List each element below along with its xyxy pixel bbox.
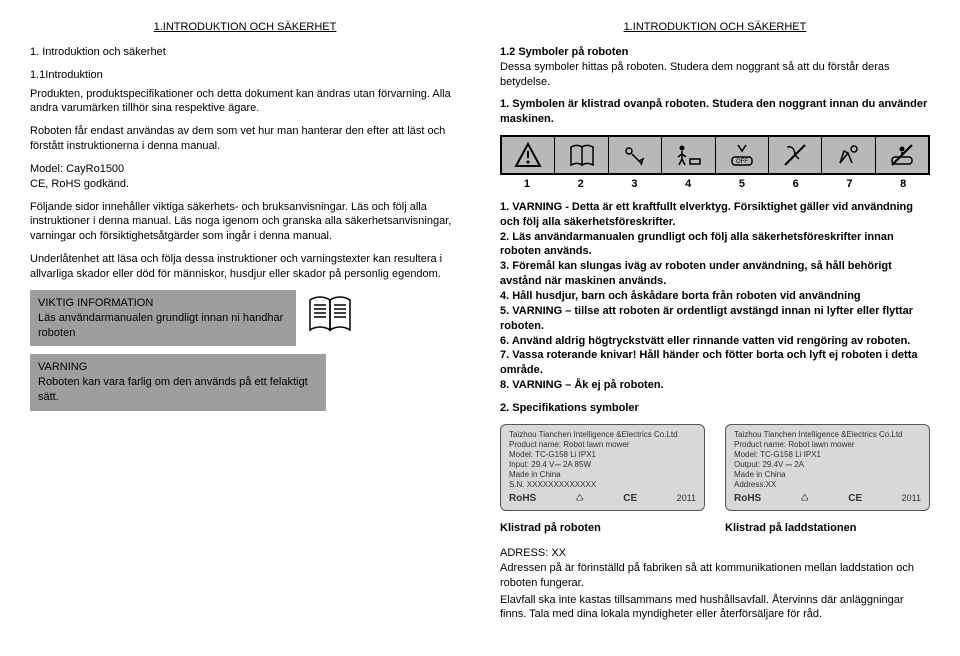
warning-4: 4. Håll husdjur, barn och åskådare borta…	[500, 289, 930, 304]
caption-charger: Klistrad på laddstationen	[725, 521, 930, 536]
warning-notice-body: Roboten kan vara farlig om den används p…	[38, 375, 318, 405]
left-column: 1.INTRODUKTION OCH SÄKERHET 1. Introdukt…	[30, 20, 460, 630]
label1-line2: Product name: Robot lawn mower	[509, 440, 696, 450]
num-2: 2	[554, 177, 608, 192]
num-5: 5	[715, 177, 769, 192]
important-notice-box: VIKTIG INFORMATION Läs användarmanualen …	[30, 290, 296, 347]
label1-year: 2011	[677, 493, 696, 504]
important-notice-row: VIKTIG INFORMATION Läs användarmanualen …	[30, 290, 460, 347]
right-column: 1.INTRODUKTION OCH SÄKERHET 1.2 Symboler…	[500, 20, 930, 630]
warning-1: 1. VARNING - Detta är ett kraftfullt elv…	[500, 200, 930, 230]
left-sub2: 1.1Introduktion	[30, 68, 460, 83]
page-columns: 1.INTRODUKTION OCH SÄKERHET 1. Introdukt…	[30, 20, 930, 630]
weee-icon: ♺	[801, 493, 809, 504]
left-model: Model: CayRo1500	[30, 162, 460, 177]
symbol-2-manual-icon	[555, 137, 608, 173]
symbol-1-warning-icon	[502, 137, 555, 173]
left-cert: CE, RoHS godkänd.	[30, 177, 460, 192]
symbol-4-distance-icon	[662, 137, 715, 173]
symbol-strip: OFF	[500, 135, 930, 175]
right-p1: Dessa symboler hittas på roboten. Studer…	[500, 60, 930, 90]
label2-year: 2011	[902, 493, 921, 504]
caption-robot: Klistrad på roboten	[500, 521, 705, 536]
symbol-3-thrown-object-icon	[609, 137, 662, 173]
right-p2: 1. Symbolen är klistrad ovanpå roboten. …	[500, 97, 930, 127]
svg-text:OFF: OFF	[736, 159, 748, 165]
spec-heading: 2. Specifikations symboler	[500, 401, 930, 416]
warning-7: 7. Vassa roterande knivar! Håll händer o…	[500, 348, 930, 378]
label2-line2: Product name: Robot lawn mower	[734, 440, 921, 450]
label1-line4: Input: 29.4 V⎓ 2A 85W	[509, 460, 696, 470]
symbol-6-nowater-icon	[769, 137, 822, 173]
left-p2: Roboten får endast användas av dem som v…	[30, 124, 460, 154]
address-heading: ADRESS: XX	[500, 546, 930, 561]
label1-rohs: RoHS	[509, 493, 536, 506]
label2-line6: Address:XX	[734, 480, 921, 490]
right-main-heading: 1.INTRODUKTION OCH SÄKERHET	[500, 20, 930, 35]
important-notice-title: VIKTIG INFORMATION	[38, 296, 288, 311]
left-p4: Följande sidor innehåller viktiga säkerh…	[30, 200, 460, 245]
address-p2: Elavfall ska inte kastas tillsammans med…	[500, 593, 930, 623]
warning-8: 8. VARNING – Åk ej på roboten.	[500, 378, 930, 393]
charger-label: Taizhou Tianchen Intelligence &Electrics…	[725, 424, 930, 512]
warning-notice-box: VARNING Roboten kan vara farlig om den a…	[30, 354, 326, 411]
num-3: 3	[608, 177, 662, 192]
num-4: 4	[661, 177, 715, 192]
label-captions: Klistrad på roboten Klistrad på laddstat…	[500, 521, 930, 536]
left-p5: Underlåtenhet att läsa och följa dessa i…	[30, 252, 460, 282]
label2-ce: CE	[848, 493, 862, 506]
left-main-heading: 1.INTRODUKTION OCH SÄKERHET	[30, 20, 460, 35]
spec-labels-row: Taizhou Tianchen Intelligence &Electrics…	[500, 424, 930, 512]
label1-ce: CE	[623, 493, 637, 506]
num-1: 1	[500, 177, 554, 192]
warning-3: 3. Föremål kan slungas iväg av roboten u…	[500, 259, 930, 289]
manual-book-icon	[306, 290, 354, 343]
num-7: 7	[823, 177, 877, 192]
num-8: 8	[876, 177, 930, 192]
right-sub1: 1.2 Symboler på roboten	[500, 45, 930, 60]
label1-line6: S.N. XXXXXXXXXXXXX	[509, 480, 696, 490]
label1-line3: Model: TC-G158 Li IPX1	[509, 450, 696, 460]
symbol-5-poweroff-icon: OFF	[716, 137, 769, 173]
left-p1: Produkten, produktspecifikationer och de…	[30, 87, 460, 117]
weee-icon: ♺	[576, 493, 584, 504]
important-notice-body: Läs användarmanualen grundligt innan ni …	[38, 311, 288, 341]
label2-line4: Output: 29.4V ⎓ 2A	[734, 460, 921, 470]
symbol-numbers: 1 2 3 4 5 6 7 8	[500, 177, 930, 192]
symbol-7-blade-icon	[822, 137, 875, 173]
label2-rohs: RoHS	[734, 493, 761, 506]
warning-2: 2. Läs användarmanualen grundligt och fö…	[500, 230, 930, 260]
warning-5: 5. VARNING – tillse att roboten är orden…	[500, 304, 930, 334]
label2-line1: Taizhou Tianchen Intelligence &Electrics…	[734, 430, 921, 440]
symbol-8-noride-icon	[876, 137, 928, 173]
warning-notice-title: VARNING	[38, 360, 318, 375]
address-p1: Adressen på är förinställd på fabriken s…	[500, 561, 930, 591]
robot-label: Taizhou Tianchen Intelligence &Electrics…	[500, 424, 705, 512]
warning-6: 6. Använd aldrig högtryckstvätt eller ri…	[500, 334, 930, 349]
left-sub1: 1. Introduktion och säkerhet	[30, 45, 460, 60]
label2-cert-row: RoHS ♺ CE 2011	[734, 493, 921, 506]
label1-cert-row: RoHS ♺ CE 2011	[509, 493, 696, 506]
label1-line5: Made in China	[509, 470, 696, 480]
label1-line1: Taizhou Tianchen Intelligence &Electrics…	[509, 430, 696, 440]
num-6: 6	[769, 177, 823, 192]
label2-line3: Model: TC-G158 Li IPX1	[734, 450, 921, 460]
label2-line5: Made in China	[734, 470, 921, 480]
